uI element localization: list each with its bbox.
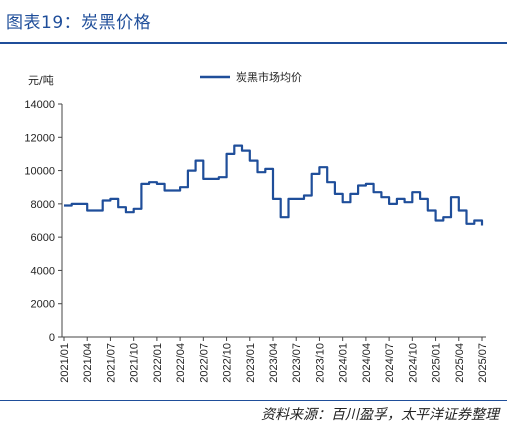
x-tick-label: 2025/01 xyxy=(431,343,443,383)
y-tick-label: 14000 xyxy=(24,99,55,111)
line-chart: 元/吨 炭黑市场均价 0 2000 4000 6000 8000 10000 12000 14… xyxy=(24,70,489,383)
x-tick-label: 2021/10 xyxy=(129,343,141,383)
x-axis-ticks: 2021/01 2021/04 2021/07 2021/10 2022/01 2022/… xyxy=(59,337,489,383)
x-tick-label: 2024/07 xyxy=(384,343,396,383)
y-tick-label: 4000 xyxy=(31,265,55,277)
chart-title: 图表19：炭黑价格 xyxy=(6,13,152,33)
x-tick-label: 2022/01 xyxy=(152,343,164,383)
x-tick-label: 2023/10 xyxy=(314,343,326,383)
legend-label: 炭黑市场均价 xyxy=(236,70,302,84)
y-tick-label: 12000 xyxy=(24,132,55,144)
y-tick-label: 8000 xyxy=(31,199,55,211)
legend: 炭黑市场均价 xyxy=(200,70,302,84)
x-tick-label: 2024/01 xyxy=(338,343,350,383)
x-tick-label: 2021/07 xyxy=(105,343,117,383)
x-tick-label: 2023/01 xyxy=(245,343,257,383)
x-tick-label: 2023/07 xyxy=(291,343,303,383)
x-tick-label: 2022/10 xyxy=(222,343,234,383)
y-tick-label: 0 xyxy=(49,332,55,344)
source-note: 资料来源：百川盈孚，太平洋证券整理 xyxy=(261,407,499,423)
x-tick-label: 2021/01 xyxy=(59,343,71,383)
x-tick-label: 2022/04 xyxy=(175,343,187,383)
y-tick-label: 2000 xyxy=(31,299,55,311)
x-tick-label: 2022/07 xyxy=(198,343,210,383)
x-tick-label: 2024/04 xyxy=(361,343,373,383)
x-tick-label: 2021/04 xyxy=(82,343,94,383)
series-line-market-avg-price xyxy=(64,144,484,226)
bottom-rule xyxy=(0,400,507,401)
x-tick-label: 2023/04 xyxy=(268,343,280,383)
x-tick-label: 2025/07 xyxy=(477,343,489,383)
top-rule xyxy=(0,42,507,44)
y-tick-label: 6000 xyxy=(31,232,55,244)
y-axis-unit: 元/吨 xyxy=(28,74,54,87)
x-tick-label: 2024/10 xyxy=(407,343,419,383)
y-axis-ticks: 0 2000 4000 6000 8000 10000 12000 14000 xyxy=(24,99,62,344)
y-tick-label: 10000 xyxy=(24,166,55,178)
x-tick-label: 2025/04 xyxy=(454,343,466,383)
